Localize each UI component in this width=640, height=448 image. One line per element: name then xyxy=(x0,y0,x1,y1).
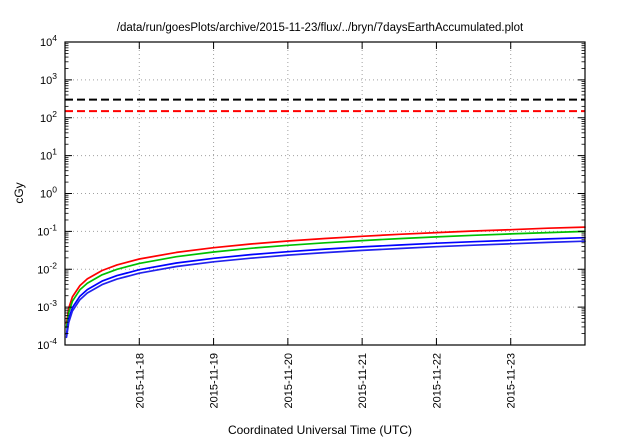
y-tick-exponent: 3 xyxy=(52,71,57,81)
y-tick-label: 103 xyxy=(40,71,57,87)
y-tick-label: 10-1 xyxy=(37,222,57,238)
series-red xyxy=(65,226,586,325)
y-tick-label: 104 xyxy=(40,33,57,49)
x-axis-label: Coordinated Universal Time (UTC) xyxy=(227,423,413,437)
y-tick-exponent: -1 xyxy=(49,222,57,232)
x-tick-label: 2015-11-22 xyxy=(431,353,443,408)
y-tick-exponent: 0 xyxy=(52,185,57,195)
y-tick-label: 102 xyxy=(40,109,57,125)
series-green xyxy=(65,230,586,329)
y-tick-exponent: -2 xyxy=(49,260,57,270)
x-tick-label: 2015-11-21 xyxy=(357,353,369,408)
x-tick-label: 2015-11-23 xyxy=(506,353,518,408)
y-tick-label: 10-2 xyxy=(37,260,57,276)
x-tick-label: 2015-11-18 xyxy=(134,353,146,408)
plot-title: /data/run/goesPlots/archive/2015-11-23/f… xyxy=(116,22,524,34)
series-blue-upper xyxy=(65,236,586,336)
y-tick-exponent: -4 xyxy=(49,336,57,346)
y-tick-exponent: 2 xyxy=(52,109,57,119)
x-tick-label: 2015-11-19 xyxy=(209,353,221,408)
y-tick-exponent: -3 xyxy=(49,298,57,308)
y-tick-label: 10-3 xyxy=(37,298,57,314)
series-blue-lower xyxy=(65,240,586,339)
y-tick-exponent: 4 xyxy=(52,33,57,43)
y-tick-label: 101 xyxy=(40,147,57,163)
y-tick-exponent: 1 xyxy=(52,147,57,157)
y-tick-label: 100 xyxy=(40,185,57,201)
y-tick-label: 10-4 xyxy=(37,336,57,352)
x-tick-label: 2015-11-20 xyxy=(283,353,295,408)
